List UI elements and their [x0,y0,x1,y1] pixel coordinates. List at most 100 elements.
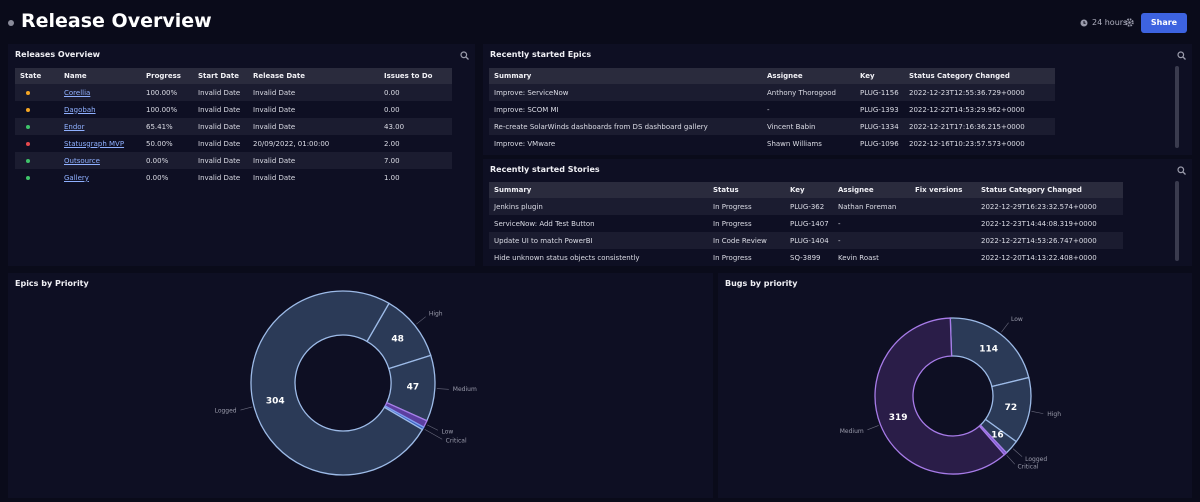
column-header: Issues to Do [379,68,452,84]
table-cell: Invalid Date [248,84,379,101]
table-cell: 100.00% [146,105,178,114]
table-cell: 2022-12-22T14:53:26.747+0000 [976,232,1123,249]
table-row: Hide unknown status objects consistently… [489,249,1123,266]
value-label: 114 [979,344,998,354]
state-dot [26,90,30,95]
value-label: 48 [391,335,404,345]
table-row: Endor 65.41% Invalid Date Invalid Date 43.00 [15,118,452,135]
scrollbar[interactable] [1175,181,1179,261]
data-table: Summary Status Key Assignee Fix versions Stat… [489,182,1123,266]
state-cell [15,152,59,169]
leader-line [1001,322,1009,333]
category-label: Critical [1017,464,1038,471]
state-dot [26,158,30,163]
state-cell [15,135,59,152]
value-label: 304 [266,396,285,406]
leader-line [436,388,449,390]
leader-line [240,406,253,411]
table-cell: In Progress [708,198,785,215]
search-icon[interactable] [1177,166,1186,175]
search-lens [1177,51,1185,59]
table-cell: - [838,219,841,228]
header-row: Summary Status Key Assignee Fix versions Stat… [489,182,1123,198]
table-cell: Corellia [59,84,141,101]
release-link[interactable]: Corellia [64,88,91,97]
column-header: Summary [489,182,708,198]
table-cell: 2022-12-21T17:16:36.215+0000 [904,118,1055,135]
scrollbar[interactable] [1175,66,1179,148]
table-cell: Invalid Date [193,84,248,101]
header-row: State Name Progress Start Date Release Date I… [15,68,452,84]
leader-line [416,316,426,325]
table-cell [910,232,976,249]
panel-title: Bugs by priority [725,279,798,288]
table-cell: 2022-12-23T14:44:08.319+0000 [981,219,1097,228]
leader-line [1012,448,1023,457]
search-lens [1177,166,1185,174]
column-header: Fix versions [910,182,976,198]
table-cell: 2022-12-29T16:23:32.574+0000 [976,198,1123,215]
table-cell: 2022-12-20T14:13:22.408+0000 [981,253,1097,262]
category-label: High [429,311,443,318]
table-cell: Shawn Williams [767,139,822,148]
share-button[interactable]: Share [1141,13,1187,33]
column-header: State [15,68,59,84]
value-label: 72 [1005,403,1018,413]
table-cell: 0.00 [384,105,400,114]
settings-icon[interactable] [1125,18,1134,27]
table-cell: 20/09/2022, 01:00:00 [253,139,330,148]
search-handle [1182,171,1186,175]
table-cell: In Progress [713,219,752,228]
table-cell: PLUG-1156 [855,84,904,101]
table-row: Improve: ServiceNow Anthony Thorogood PLUG… [489,84,1055,101]
release-link[interactable]: Dagobah [64,105,96,114]
table-cell: Endor [59,118,141,135]
table-cell: PLUG-1407 [790,219,829,228]
table-row: Re-create SolarWinds dashboards from DS … [489,118,1055,135]
table-cell: PLUG-1393 [860,105,899,114]
search-handle [465,56,469,60]
table-row: Improve: SCOM MI - PLUG-1393 2022-12-22T14:… [489,101,1055,118]
column-header: Status Category Changed [904,68,1055,84]
category-label: Medium [840,428,864,435]
search-icon[interactable] [460,51,469,60]
panel-title: Recently started Stories [490,165,600,174]
state-cell [15,169,59,186]
table-row: Corellia 100.00% Invalid Date Invalid Date 0… [15,84,452,101]
search-handle [1182,56,1186,60]
table-cell: Improve: VMware [494,139,556,148]
release-link[interactable]: Gallery [64,173,89,182]
time-range[interactable]: 24 hours [1092,18,1128,27]
release-link[interactable]: Endor [64,122,85,131]
donut-chart: 48 High 47 Medium Low Critical 304 Logged [215,290,477,476]
table-cell: Vincent Babin [762,118,855,135]
release-link[interactable]: Outsource [64,156,100,165]
table-cell: Invalid Date [248,152,379,169]
table-cell: PLUG-1096 [860,139,899,148]
state-cell [15,101,59,118]
column-header: Name [59,68,141,84]
table-row: Statusgraph MVP 50.00% Invalid Date 20/09/2… [15,135,452,152]
release-link[interactable]: Statusgraph MVP [64,139,125,148]
table-cell: PLUG-1404 [785,232,833,249]
table-cell [910,198,976,215]
header-row: Summary Assignee Key Status Category Change… [489,68,1055,84]
table-cell: 2.00 [384,139,400,148]
table-cell: Update UI to match PowerBI [489,232,708,249]
page-title: Release Overview [21,10,212,32]
state-dot [26,141,30,146]
leader-line [424,429,443,440]
data-table: State Name Progress Start Date Release Date I… [15,68,452,186]
panel-title: Epics by Priority [15,279,89,288]
table-cell: Invalid Date [198,139,241,148]
panel-title: Recently started Epics [490,50,592,59]
search-icon[interactable] [1177,51,1186,60]
table-cell: Hide unknown status objects consistently [494,253,640,262]
table-cell: 2022-12-22T14:53:29.962+0000 [909,105,1025,114]
epics-panel: Recently started Epics Summary Assignee Ke… [483,44,1192,155]
header: Release Overview 24 hours Share [0,0,1200,44]
table-cell: 50.00% [146,139,173,148]
table-cell: Invalid Date [198,173,241,182]
search-lens [460,51,468,59]
